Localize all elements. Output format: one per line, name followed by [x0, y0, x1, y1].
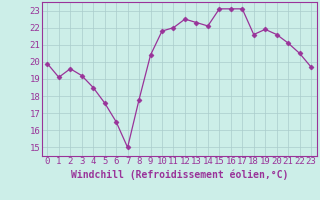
X-axis label: Windchill (Refroidissement éolien,°C): Windchill (Refroidissement éolien,°C): [70, 169, 288, 180]
